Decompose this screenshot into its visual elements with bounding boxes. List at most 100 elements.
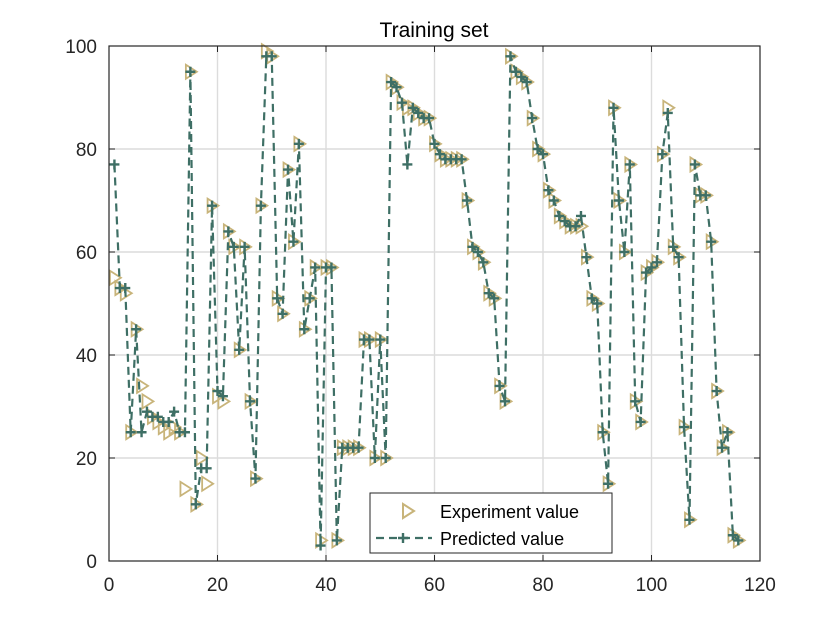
predicted-point xyxy=(635,416,646,427)
x-tick-label: 40 xyxy=(315,575,336,596)
predicted-point xyxy=(548,195,559,206)
x-tick-label: 20 xyxy=(207,575,228,596)
grid xyxy=(109,46,760,561)
predicted-point xyxy=(185,66,196,77)
predicted-point xyxy=(684,514,695,525)
legend-predicted-entry: Predicted value xyxy=(376,529,564,549)
predicted-point xyxy=(375,334,386,345)
predicted-point xyxy=(700,190,711,201)
predicted-point xyxy=(179,427,190,438)
predicted-point xyxy=(478,257,489,268)
predicted-point xyxy=(272,293,283,304)
predicted-point xyxy=(169,406,180,417)
predicted-point xyxy=(516,71,527,82)
legend-experiment-marker xyxy=(402,502,416,520)
experiment-point xyxy=(201,475,215,493)
predicted-point xyxy=(603,478,614,489)
predicted-point xyxy=(326,262,337,273)
predicted-point xyxy=(711,386,722,397)
predicted-point xyxy=(592,298,603,309)
series-predicted-value xyxy=(109,51,744,551)
predicted-point xyxy=(727,530,738,541)
predicted-point xyxy=(722,427,733,438)
predicted-point xyxy=(434,149,445,160)
predicted-point xyxy=(679,422,690,433)
predicted-point xyxy=(706,236,717,247)
predicted-point xyxy=(288,236,299,247)
experiment-point xyxy=(136,377,150,395)
x-tick-label: 60 xyxy=(424,575,445,596)
predicted-point xyxy=(250,473,261,484)
experiment-point xyxy=(195,449,210,467)
experiment-point xyxy=(179,480,194,498)
predicted-point xyxy=(489,293,500,304)
legend-box xyxy=(369,492,613,554)
predicted-point xyxy=(543,185,554,196)
predicted-point xyxy=(554,210,565,221)
predicted-point xyxy=(483,288,494,299)
predicted-point xyxy=(152,411,163,422)
predicted-point xyxy=(402,159,413,170)
predicted-point xyxy=(396,97,407,108)
predicted-point xyxy=(597,427,608,438)
predicted-point xyxy=(733,535,744,546)
x-tick-label: 100 xyxy=(636,575,668,596)
axis-ticks: 0 20 40 60 80 100 120 0 20 40 60 80 100 xyxy=(65,37,776,596)
predicted-point xyxy=(391,82,402,93)
predicted-point xyxy=(570,221,581,232)
predicted-point xyxy=(424,113,435,124)
predicted-point xyxy=(657,149,668,160)
predicted-point xyxy=(717,442,728,453)
predicted-point xyxy=(364,334,375,345)
predicted-point xyxy=(304,293,315,304)
predicted-point xyxy=(266,51,277,62)
chart-title: Training set xyxy=(380,19,489,42)
predicted-point xyxy=(217,391,228,402)
y-tick-label: 0 xyxy=(86,552,97,573)
predicted-point xyxy=(673,252,684,263)
legend-predicted-marker xyxy=(398,533,408,543)
predicted-point xyxy=(136,427,147,438)
legend-predicted-label: Predicted value xyxy=(440,529,564,549)
predicted-point xyxy=(467,241,478,252)
predicted-point xyxy=(228,241,239,252)
legend-experiment-entry: Experiment value xyxy=(402,502,579,522)
predicted-point xyxy=(472,247,483,257)
predicted-point xyxy=(510,66,521,77)
y-tick-label: 60 xyxy=(76,243,97,264)
predicted-point xyxy=(255,200,266,211)
predicted-point xyxy=(668,241,679,252)
predicted-point xyxy=(575,210,586,221)
predicted-point xyxy=(190,499,201,510)
predicted-point xyxy=(141,406,152,417)
predicted-point xyxy=(331,535,342,546)
predicted-point xyxy=(413,107,424,118)
predicted-point xyxy=(559,216,570,227)
predicted-point xyxy=(201,463,212,474)
predicted-point xyxy=(277,308,288,319)
predicted-point xyxy=(624,159,635,170)
predicted-point xyxy=(234,344,245,355)
predicted-point xyxy=(538,149,548,160)
predicted-point xyxy=(689,159,700,170)
predicted-point xyxy=(586,293,597,304)
predicted-point xyxy=(315,540,326,551)
predicted-point xyxy=(613,195,624,206)
predicted-point xyxy=(651,257,662,268)
predicted-point xyxy=(532,144,543,154)
legend-experiment-label: Experiment value xyxy=(440,502,579,522)
predicted-point xyxy=(131,324,142,335)
x-tick-label: 120 xyxy=(744,575,776,596)
predicted-point xyxy=(630,396,641,407)
predicted-point xyxy=(369,453,380,463)
predicted-point xyxy=(386,77,397,88)
predicted-point xyxy=(429,138,440,149)
predicted-point xyxy=(527,113,538,124)
predicted-point xyxy=(120,283,131,294)
predicted-point xyxy=(619,247,630,257)
predicted-point xyxy=(462,195,473,206)
y-tick-label: 20 xyxy=(76,449,97,470)
predicted-point xyxy=(293,138,304,149)
predicted-point xyxy=(380,453,391,463)
